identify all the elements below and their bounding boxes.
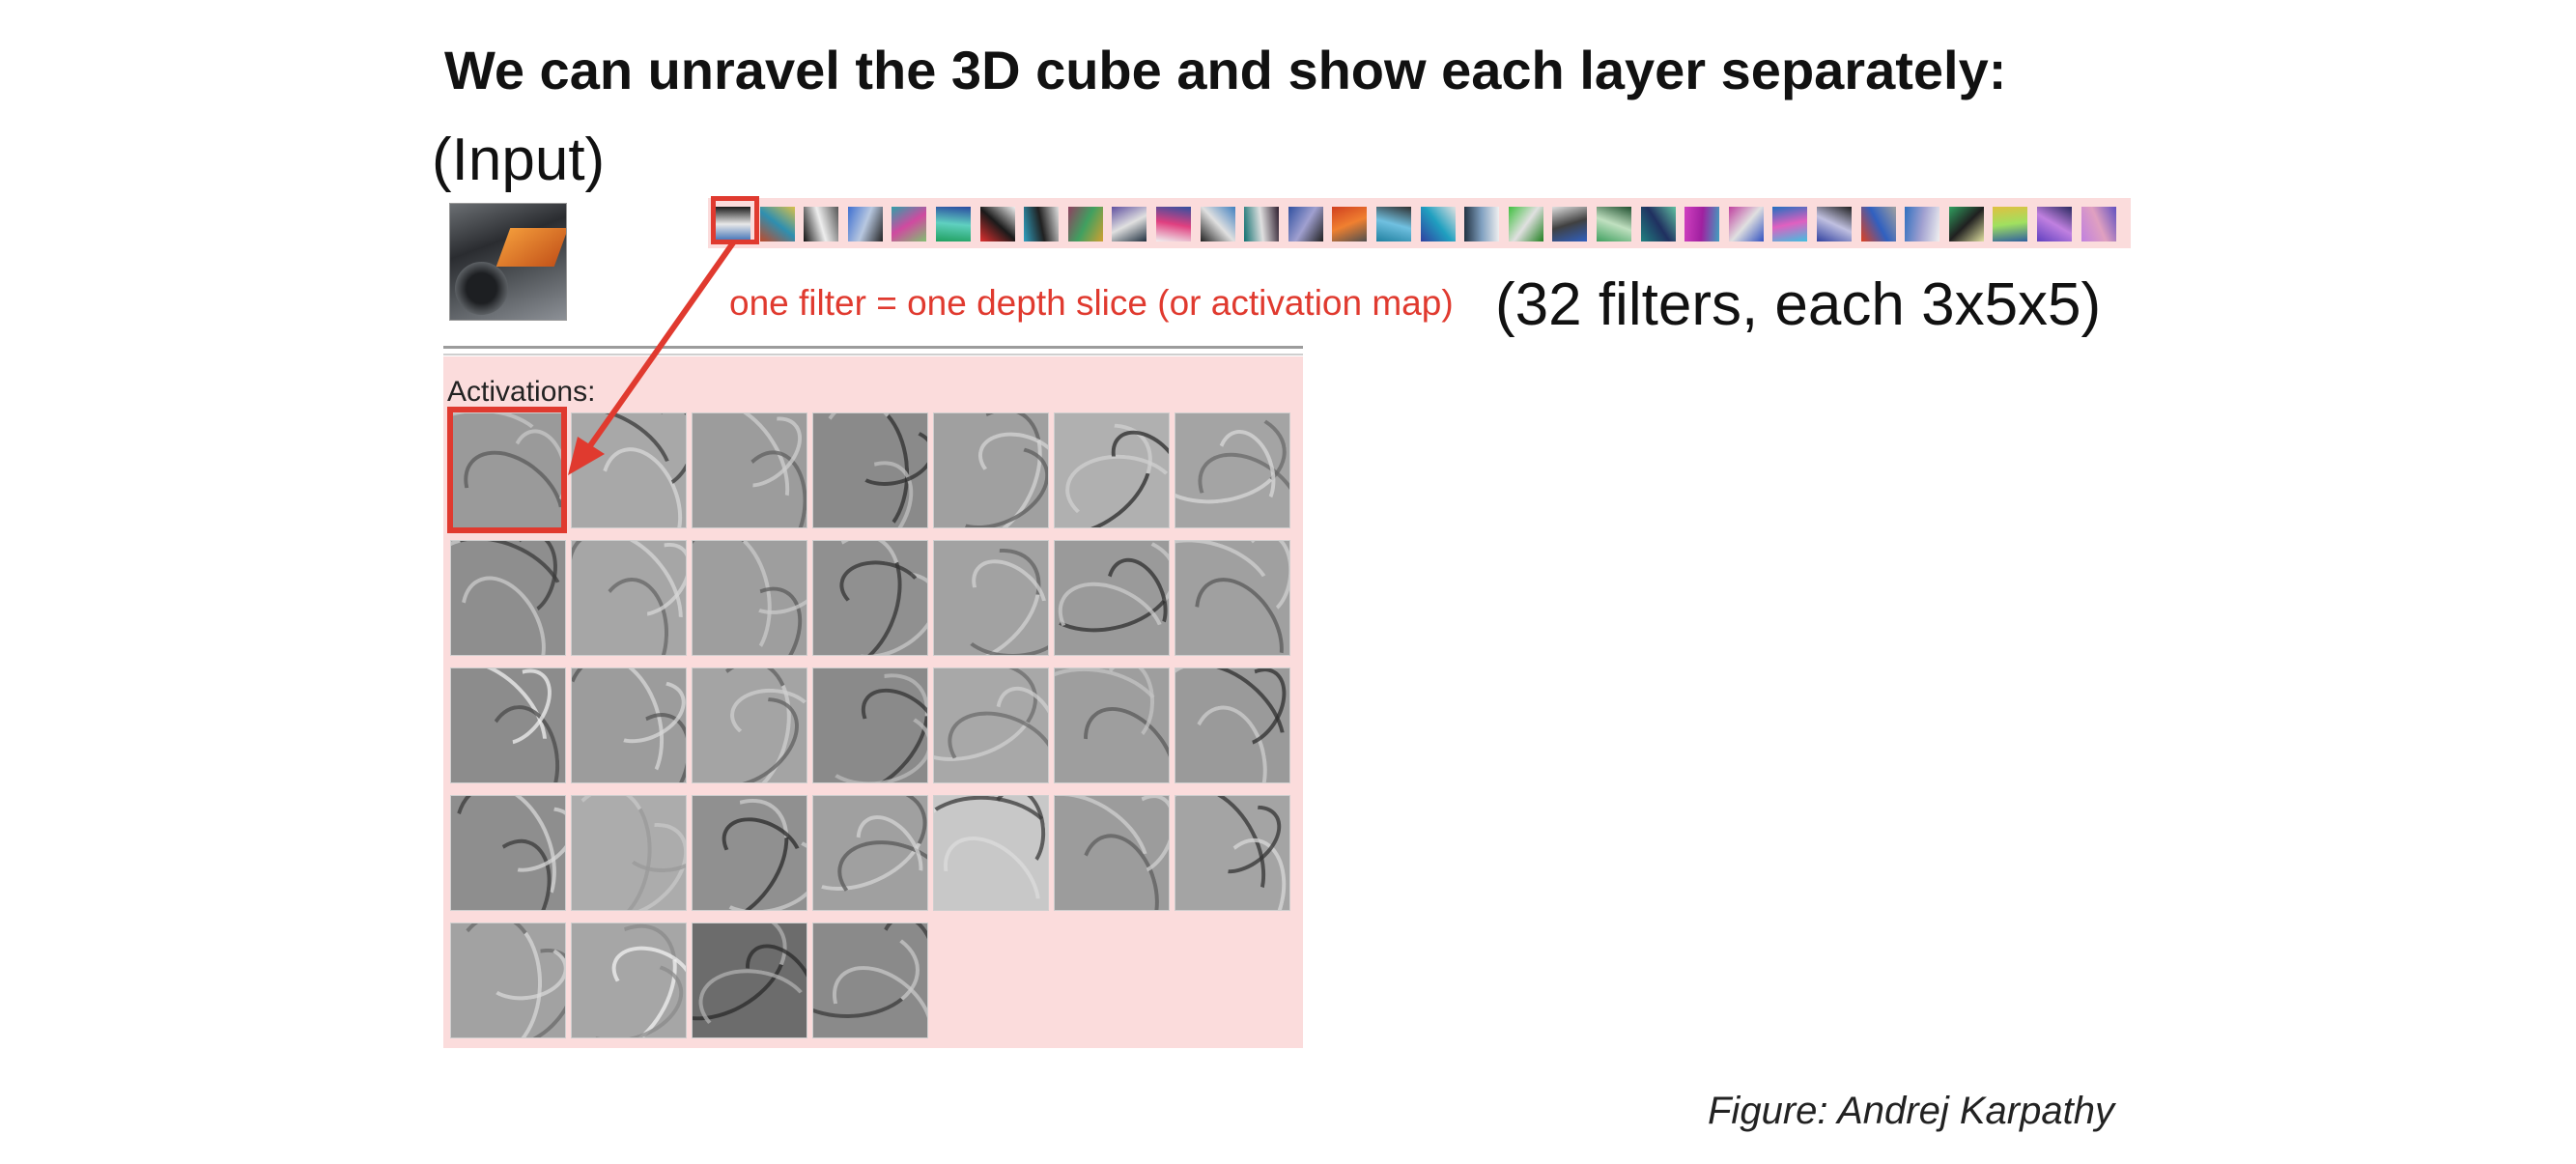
filter-17 [1420, 207, 1456, 241]
activation-map-2 [571, 412, 687, 528]
activation-map-32 [812, 923, 928, 1038]
filter-32 [2081, 207, 2116, 241]
filter-25 [1772, 207, 1808, 241]
filter-12 [1200, 207, 1235, 241]
activation-map-29 [450, 923, 566, 1038]
activation-map-24 [692, 795, 807, 911]
divider [443, 354, 1303, 355]
filter-22 [1640, 207, 1676, 241]
filter-2 [759, 207, 795, 241]
filters-note: (32 filters, each 3x5x5) [1495, 271, 2102, 338]
filter-21 [1597, 207, 1631, 241]
activation-highlight-box [447, 407, 567, 533]
filter-27 [1860, 207, 1896, 241]
activation-map-15 [450, 667, 566, 783]
filter-15 [1332, 207, 1368, 241]
figure-credit: Figure: Andrej Karpathy [1708, 1090, 2114, 1132]
filter-28 [1905, 207, 1940, 241]
filter-20 [1552, 207, 1588, 241]
filter-31 [2037, 207, 2072, 241]
activation-map-22 [450, 795, 566, 911]
activation-map-13 [1054, 540, 1170, 656]
filter-16 [1376, 207, 1411, 241]
activation-map-3 [692, 412, 807, 528]
activations-label: Activations: [447, 376, 596, 408]
filter-19 [1508, 207, 1543, 241]
filter-29 [1948, 207, 1984, 241]
filter-5 [892, 207, 927, 241]
activation-map-16 [571, 667, 687, 783]
filter-26 [1817, 207, 1852, 241]
filter-highlight-box [711, 196, 759, 244]
activation-map-28 [1175, 795, 1290, 911]
filter-10 [1112, 207, 1147, 241]
filter-24 [1728, 207, 1764, 241]
activation-map-9 [571, 540, 687, 656]
filter-strip [708, 198, 2131, 248]
activation-map-12 [933, 540, 1049, 656]
filter-3 [804, 207, 839, 241]
divider [443, 346, 1303, 349]
filter-4 [847, 207, 883, 241]
filter-6 [936, 207, 971, 241]
activation-map-18 [812, 667, 928, 783]
activation-map-30 [571, 923, 687, 1038]
filter-caption: one filter = one depth slice (or activat… [729, 283, 1454, 323]
activation-map-7 [1175, 412, 1290, 528]
activation-map-23 [571, 795, 687, 911]
activation-map-27 [1054, 795, 1170, 911]
filter-9 [1067, 207, 1103, 241]
activation-map-14 [1175, 540, 1290, 656]
activation-map-17 [692, 667, 807, 783]
slide-title: We can unravel the 3D cube and show each… [444, 40, 2007, 100]
filter-13 [1244, 207, 1280, 241]
input-image [449, 203, 567, 321]
activation-map-10 [692, 540, 807, 656]
activation-map-31 [692, 923, 807, 1038]
activation-map-4 [812, 412, 928, 528]
activation-map-5 [933, 412, 1049, 528]
filter-11 [1156, 207, 1191, 241]
input-label: (Input) [432, 127, 606, 193]
activation-map-20 [1054, 667, 1170, 783]
filter-30 [1993, 207, 2028, 241]
filter-8 [1024, 207, 1060, 241]
activation-map-8 [450, 540, 566, 656]
filter-7 [979, 207, 1015, 241]
activation-map-19 [933, 667, 1049, 783]
filter-14 [1288, 207, 1323, 241]
filter-23 [1684, 207, 1720, 241]
activation-map-11 [812, 540, 928, 656]
activation-map-25 [812, 795, 928, 911]
filter-18 [1464, 207, 1500, 241]
filter-1 [716, 207, 750, 241]
activation-map-26 [933, 795, 1049, 911]
activation-map-21 [1175, 667, 1290, 783]
activation-map-6 [1054, 412, 1170, 528]
